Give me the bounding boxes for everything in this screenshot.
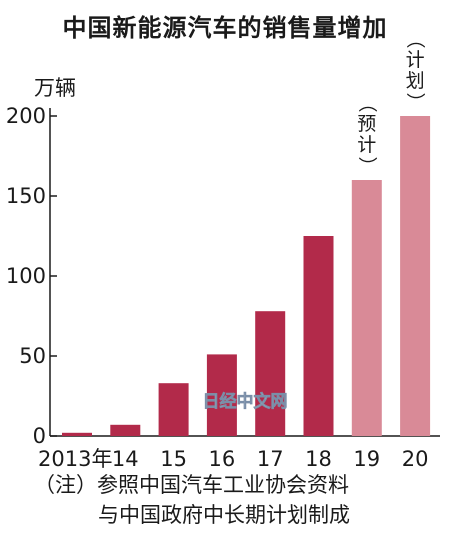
annotation-char: ） xyxy=(356,156,378,175)
source-note-line-2: 与中国政府中长期计划制成 xyxy=(98,503,350,527)
y-axis-unit-label: 万辆 xyxy=(34,76,76,100)
annotation-char: ） xyxy=(404,92,426,111)
bar-2013年 xyxy=(62,432,92,436)
annotation-char: 计 xyxy=(406,49,425,71)
x-tick-label: 15 xyxy=(160,447,187,471)
watermark-logo: 日经中文网 xyxy=(203,391,288,412)
bar-annotation-19: （预计） xyxy=(356,93,378,175)
x-tick-label: 19 xyxy=(353,447,380,471)
bar-19 xyxy=(351,180,382,436)
x-tick-label: 16 xyxy=(209,447,236,471)
x-tick-label: 20 xyxy=(402,447,429,471)
bar-17 xyxy=(255,311,286,436)
bar-20 xyxy=(400,116,431,436)
y-tick-label: 150 xyxy=(6,184,46,208)
bar-15 xyxy=(158,383,189,436)
bar-16 xyxy=(206,354,237,436)
y-tick-label: 200 xyxy=(6,104,46,128)
y-tick-label: 0 xyxy=(33,424,46,448)
annotation-char: 划 xyxy=(406,70,425,92)
annotation-char: 预 xyxy=(357,113,376,135)
annotation-char: 计 xyxy=(357,134,376,156)
y-tick-label: 50 xyxy=(19,344,46,368)
source-note: （注）参照中国汽车工业协会资料 与中国政府中长期计划制成 xyxy=(34,470,350,530)
x-tick-label: 18 xyxy=(305,447,332,471)
bar-annotation-20: （计划） xyxy=(404,29,426,111)
x-tick-label: 14 xyxy=(112,447,139,471)
annotation-char: （ xyxy=(404,29,426,48)
source-note-line-1: （注）参照中国汽车工业协会资料 xyxy=(34,473,349,497)
bar-14 xyxy=(110,424,141,436)
chart-title: 中国新能源汽车的销售量增加 xyxy=(62,14,388,42)
annotation-char: （ xyxy=(356,93,378,112)
x-tick-label: 2013年 xyxy=(38,447,112,471)
x-tick-label: 17 xyxy=(257,447,284,471)
y-tick-label: 100 xyxy=(6,264,46,288)
bar-18 xyxy=(303,236,334,436)
